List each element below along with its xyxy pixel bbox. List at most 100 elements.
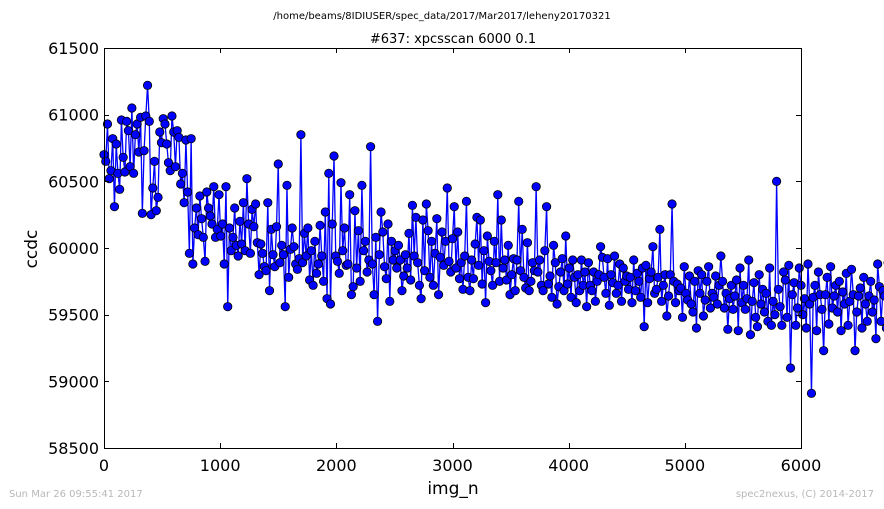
data-point [109, 202, 120, 212]
data-point [254, 270, 264, 280]
data-point [606, 270, 616, 280]
data-point [545, 271, 555, 281]
data-point [219, 259, 229, 269]
data-point [444, 256, 454, 266]
data-point [514, 196, 524, 206]
data-point [257, 248, 268, 258]
data-point [428, 280, 438, 290]
data-point [812, 326, 822, 336]
data-point [339, 223, 350, 233]
data-point [420, 266, 430, 276]
data-point [202, 187, 212, 197]
data-point [414, 280, 424, 290]
plot-frame [104, 48, 802, 449]
data-point [749, 278, 759, 288]
data-point [249, 222, 259, 232]
data-point [697, 270, 707, 280]
data-point [806, 388, 817, 398]
data-point [205, 211, 215, 221]
y-axis-label: ccdc [22, 230, 42, 269]
data-point [636, 292, 646, 302]
data-point [139, 146, 149, 156]
data-point [374, 250, 384, 260]
data-point [263, 198, 273, 208]
data-point [115, 184, 125, 194]
y-tick-label: 59000 [48, 372, 99, 391]
data-point [838, 287, 848, 297]
data-point [857, 323, 867, 333]
data-point [372, 316, 383, 326]
data-point [582, 302, 592, 312]
data-point [221, 182, 231, 192]
y-tick-label: 61500 [48, 39, 99, 58]
y-tick-label: 58500 [48, 439, 99, 458]
data-point [731, 275, 742, 285]
y-tick-label: 59500 [48, 306, 99, 325]
footer-timestamp: Sun Mar 26 09:55:41 2017 [9, 489, 143, 500]
data-point [834, 276, 844, 286]
data-point [149, 156, 160, 166]
series-group [99, 80, 884, 398]
data-point [437, 227, 447, 237]
data-point [102, 119, 113, 129]
data-point [819, 346, 829, 356]
data-point [503, 240, 513, 250]
data-point [343, 259, 353, 269]
x-tick-label: 5000 [664, 456, 705, 475]
data-point [616, 296, 627, 306]
data-point [235, 216, 245, 226]
data-point [214, 190, 224, 200]
data-point [517, 224, 527, 234]
data-point [101, 156, 111, 166]
data-point [869, 295, 879, 305]
data-point [325, 299, 336, 309]
data-point [784, 260, 794, 270]
data-point [761, 288, 771, 298]
data-point [747, 296, 757, 306]
data-point [397, 286, 407, 296]
data-point [867, 307, 878, 317]
data-point [447, 234, 458, 244]
data-point [303, 223, 313, 233]
data-point [744, 255, 754, 265]
data-point [611, 288, 621, 298]
data-point [386, 236, 397, 246]
data-point [357, 180, 367, 190]
data-point [407, 200, 418, 210]
data-point [759, 307, 770, 317]
data-point [329, 151, 339, 161]
data-point [153, 192, 163, 202]
data-point [155, 127, 165, 137]
data-point [292, 264, 303, 274]
data-point [785, 363, 796, 373]
data-point [670, 298, 681, 308]
data-point [641, 260, 651, 270]
y-tick-label: 60000 [48, 239, 99, 258]
data-point [142, 80, 153, 90]
data-point [228, 232, 238, 242]
data-point [416, 294, 426, 304]
data-point [557, 254, 567, 264]
data-point [433, 290, 444, 300]
data-point [413, 258, 423, 268]
data-point [432, 214, 442, 224]
data-point [751, 312, 761, 322]
data-point [705, 303, 715, 313]
data-point [209, 182, 219, 192]
data-point [359, 246, 369, 256]
data-point [496, 215, 506, 225]
data-point [866, 276, 876, 286]
data-point [381, 274, 391, 284]
data-point [543, 279, 553, 289]
y-tick-label: 61000 [48, 106, 99, 125]
data-point [711, 271, 721, 281]
data-point [533, 267, 543, 277]
data-point [393, 240, 404, 250]
data-point [313, 259, 323, 269]
data-point [629, 255, 639, 265]
data-point [836, 326, 846, 336]
data-point [862, 316, 872, 326]
data-point [493, 190, 503, 200]
data-point [860, 299, 871, 309]
